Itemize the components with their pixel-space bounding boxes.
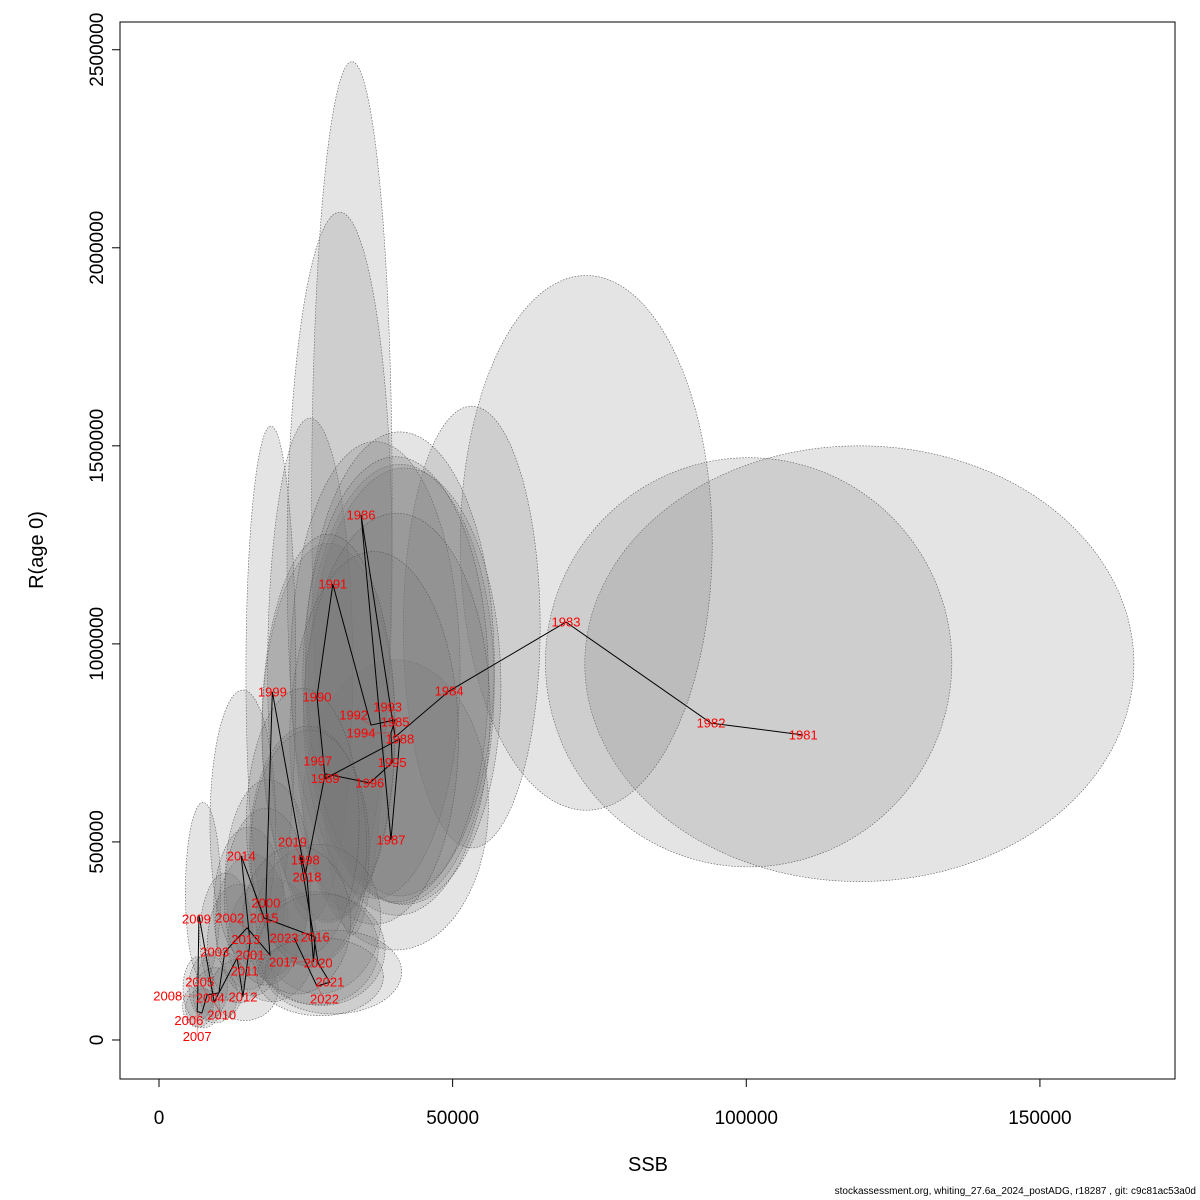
year-label-1986: 1986 xyxy=(347,507,376,522)
y-axis: 0 500000 1000000 1500000 2000000 2500000 xyxy=(87,13,121,1046)
ellipse-1982 xyxy=(545,457,953,868)
year-label-2018: 2018 xyxy=(293,869,322,884)
y-tick-label: 500000 xyxy=(87,810,108,873)
year-label-2021: 2021 xyxy=(315,975,344,990)
ellipse-2011 xyxy=(207,883,271,1004)
leader-line-2019 xyxy=(292,841,301,856)
year-label-1996: 1996 xyxy=(355,775,384,790)
year-label-2010: 2010 xyxy=(207,1007,236,1022)
ellipse-1994 xyxy=(302,456,489,903)
ellipse-2014 xyxy=(209,689,277,958)
ellipse-2023 xyxy=(242,845,352,995)
x-axis-label: SSB xyxy=(628,1154,668,1176)
ellipse-2003 xyxy=(199,872,253,1001)
ellipse-2020 xyxy=(257,893,386,1006)
leader-line-2005 xyxy=(199,981,208,995)
ellipse-2022 xyxy=(256,937,384,1017)
ellipse-1996 xyxy=(289,551,459,925)
x-axis: 0 50000 100000 150000 xyxy=(154,1078,1072,1129)
year-label-2004: 2004 xyxy=(196,990,225,1005)
leader-line-1993 xyxy=(387,706,396,721)
year-label-2001: 2001 xyxy=(236,947,265,962)
year-label-1988: 1988 xyxy=(385,731,414,746)
year-label-2002: 2002 xyxy=(215,910,244,925)
year-label-2019: 2019 xyxy=(278,835,307,850)
year-label-2014: 2014 xyxy=(227,848,256,863)
y-tick-label: 2500000 xyxy=(87,13,108,87)
ellipse-1985 xyxy=(305,463,495,904)
ellipse-2009 xyxy=(185,802,221,981)
year-label-1982: 1982 xyxy=(697,716,726,731)
year-label-1983: 1983 xyxy=(552,615,581,630)
year-label-1984: 1984 xyxy=(435,684,464,699)
year-label-1987: 1987 xyxy=(377,832,406,847)
leader-line-2002 xyxy=(229,917,248,929)
ellipse-2019 xyxy=(246,688,360,958)
y-axis-label: R(age 0) xyxy=(26,511,48,589)
year-label-2006: 2006 xyxy=(174,1013,203,1028)
ellipse-1984 xyxy=(403,405,541,849)
ellipse-1991 xyxy=(286,211,393,910)
y-tick-label: 0 xyxy=(87,1035,108,1046)
year-label-1981: 1981 xyxy=(789,727,818,742)
year-label-2012: 2012 xyxy=(229,989,258,1004)
leader-line-2004 xyxy=(210,992,220,999)
year-label-1999: 1999 xyxy=(258,684,287,699)
year-label-2007: 2007 xyxy=(183,1029,212,1044)
year-label-2011: 2011 xyxy=(231,963,259,978)
ellipse-1999 xyxy=(245,425,297,922)
year-label-1985: 1985 xyxy=(381,714,410,729)
leader-line-1997 xyxy=(317,760,326,774)
ellipse-1981 xyxy=(584,445,1135,882)
year-label-2022: 2022 xyxy=(310,992,339,1007)
y-tick-label: 1000000 xyxy=(87,607,108,681)
ellipse-2010 xyxy=(192,967,238,1024)
ellipse-2021 xyxy=(264,929,402,1015)
year-label-2020: 2020 xyxy=(304,956,333,971)
year-label-2015: 2015 xyxy=(250,910,279,925)
leader-line-2010 xyxy=(213,1001,222,1016)
year-label-2005: 2005 xyxy=(185,974,214,989)
confidence-ellipses xyxy=(182,61,1135,1029)
year-label-1992: 1992 xyxy=(339,708,368,723)
year-label-1997: 1997 xyxy=(303,753,332,768)
leader-line-2011 xyxy=(236,957,245,972)
leader-line-2006 xyxy=(188,1012,202,1021)
leader-line-1992 xyxy=(353,714,372,726)
year-label-2023: 2023 xyxy=(270,930,299,945)
ellipse-1986 xyxy=(311,61,393,936)
year-label-1989: 1989 xyxy=(311,771,340,786)
year-label-1993: 1993 xyxy=(373,699,402,714)
y-tick-label: 2000000 xyxy=(87,211,108,285)
footer-credit: stockassessment.org, whiting_27.6a_2024_… xyxy=(834,1186,1196,1197)
year-label-2016: 2016 xyxy=(301,929,330,944)
x-tick-label: 0 xyxy=(154,1108,165,1129)
year-label-1994: 1994 xyxy=(347,726,376,741)
x-tick-label: 150000 xyxy=(1008,1108,1071,1129)
leader-line-2022 xyxy=(316,985,325,1000)
year-label-1998: 1998 xyxy=(291,852,320,867)
year-label-2009: 2009 xyxy=(182,912,211,927)
year-label-2013: 2013 xyxy=(231,932,260,947)
ellipse-2017 xyxy=(254,891,379,1006)
year-label-1995: 1995 xyxy=(378,755,407,770)
x-tick-label: 50000 xyxy=(426,1108,479,1129)
year-label-2003: 2003 xyxy=(200,945,229,960)
x-tick-label: 100000 xyxy=(715,1108,778,1129)
year-label-2000: 2000 xyxy=(251,895,280,910)
label-leader-lines xyxy=(167,706,396,1037)
year-label-1991: 1991 xyxy=(318,577,347,592)
ellipse-2013 xyxy=(215,853,289,997)
ellipse-1983 xyxy=(459,275,713,811)
year-label-2017: 2017 xyxy=(269,954,298,969)
ellipse-1995 xyxy=(303,512,491,916)
year-label-1990: 1990 xyxy=(303,689,332,704)
ellipse-1987 xyxy=(302,659,489,951)
y-tick-label: 1500000 xyxy=(87,409,108,483)
year-label-2008: 2008 xyxy=(153,989,182,1004)
ellipse-2016 xyxy=(255,844,382,994)
